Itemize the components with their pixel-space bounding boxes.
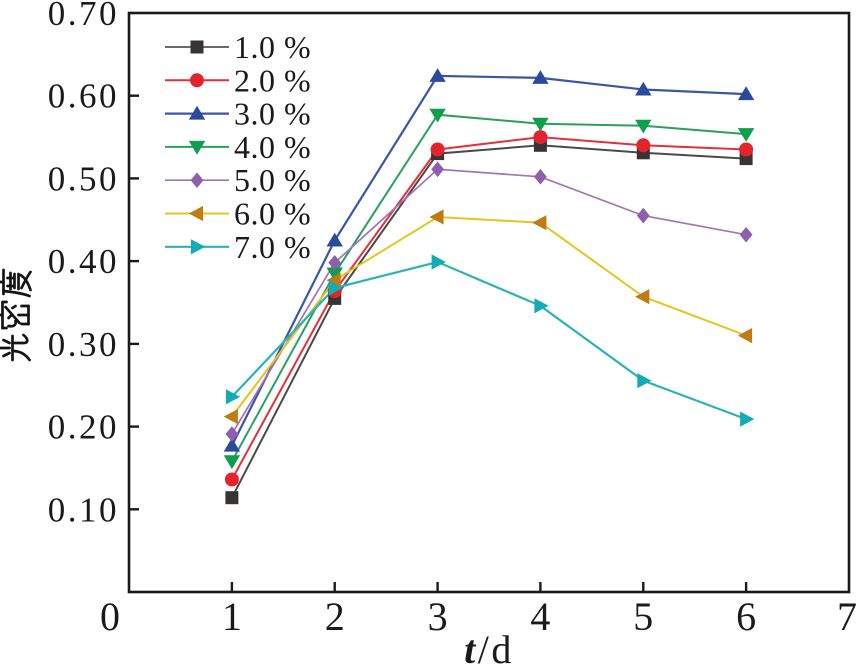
svg-text:6.0 %: 6.0 %	[234, 196, 311, 232]
svg-text:5: 5	[633, 594, 653, 639]
svg-text:1.0 %: 1.0 %	[234, 29, 311, 65]
svg-text:0.30: 0.30	[48, 325, 119, 364]
svg-text:0.40: 0.40	[48, 242, 119, 281]
svg-text:7.0 %: 7.0 %	[234, 229, 311, 265]
svg-text:0.50: 0.50	[48, 159, 119, 198]
svg-text:4: 4	[530, 594, 550, 639]
svg-text:t/d: t/d	[464, 627, 514, 664]
svg-text:6: 6	[736, 594, 756, 639]
svg-text:2: 2	[325, 594, 345, 639]
svg-text:5.0 %: 5.0 %	[234, 162, 311, 198]
svg-text:4.0 %: 4.0 %	[234, 129, 311, 165]
svg-text:0.10: 0.10	[48, 490, 119, 529]
svg-text:0.70: 0.70	[48, 0, 119, 33]
svg-text:2.0 %: 2.0 %	[234, 62, 311, 98]
svg-text:3: 3	[428, 594, 448, 639]
svg-text:0.20: 0.20	[48, 408, 119, 447]
svg-text:0: 0	[100, 594, 120, 639]
svg-text:1: 1	[222, 594, 242, 639]
svg-text:7: 7	[837, 594, 856, 639]
svg-text:0.60: 0.60	[48, 77, 119, 116]
svg-text:3.0 %: 3.0 %	[234, 96, 311, 132]
